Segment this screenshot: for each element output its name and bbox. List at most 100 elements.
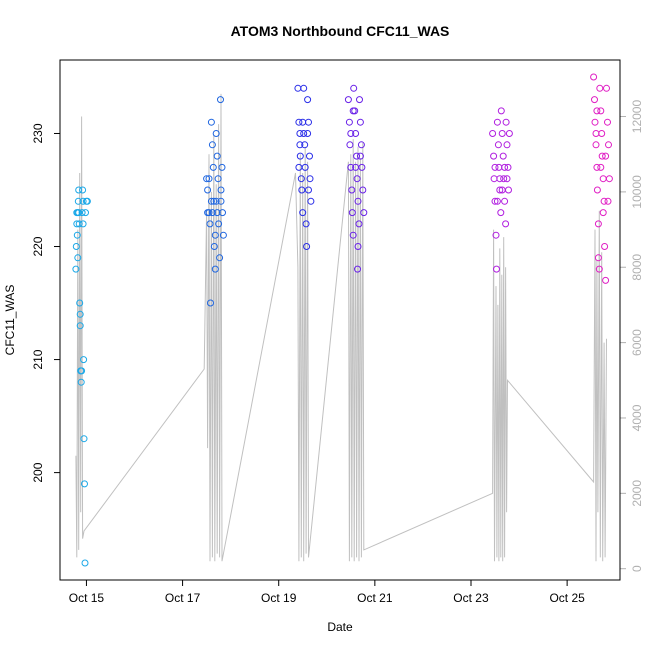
x-tick-label: Oct 15 <box>69 591 105 605</box>
data-point <box>295 118 303 126</box>
data-point <box>604 118 611 126</box>
data-point <box>204 186 212 194</box>
data-point <box>219 231 227 239</box>
data-point <box>353 152 361 160</box>
altitude-line <box>75 93 607 562</box>
y-tick-label: 230 <box>31 123 45 143</box>
data-point <box>503 175 511 183</box>
data-point <box>356 96 363 104</box>
data-point <box>349 231 357 239</box>
altitude-line-layer <box>75 93 607 562</box>
data-point <box>492 231 500 239</box>
chart-title: ATOM3 Northbound CFC11_WAS <box>231 23 450 39</box>
data-point <box>354 265 361 273</box>
data-point <box>207 299 214 307</box>
data-point <box>307 197 315 205</box>
data-point <box>79 197 87 205</box>
data-point <box>355 220 363 228</box>
data-point <box>348 209 356 217</box>
data-point <box>73 231 81 239</box>
data-point <box>594 254 602 262</box>
data-point <box>600 197 608 205</box>
data-point <box>501 163 509 171</box>
data-point <box>489 130 497 137</box>
data-point <box>74 209 82 217</box>
data-point <box>491 163 499 171</box>
data-point <box>602 276 610 284</box>
data-point <box>353 175 361 183</box>
data-point <box>83 197 91 205</box>
data-point <box>81 480 88 488</box>
data-point <box>74 197 82 205</box>
data-point <box>605 141 612 149</box>
data-point <box>502 118 510 126</box>
x-tick-label: Oct 21 <box>357 591 393 605</box>
data-point <box>346 141 354 149</box>
data-point <box>599 209 607 217</box>
y2-tick-label: 4000 <box>630 404 644 431</box>
data-point <box>303 243 311 250</box>
data-point <box>498 130 506 137</box>
data-point <box>592 141 600 149</box>
x-axis-label: Date <box>327 620 353 634</box>
data-point <box>591 96 598 104</box>
data-point <box>493 265 500 273</box>
data-point <box>218 163 226 171</box>
y2-tick-label: 6000 <box>630 329 644 356</box>
data-point <box>297 175 305 183</box>
data-point <box>207 118 215 126</box>
data-point <box>605 175 613 183</box>
data-point <box>493 118 501 126</box>
data-point <box>77 378 85 386</box>
data-point <box>348 186 356 194</box>
x-tick-label: Oct 17 <box>165 591 201 605</box>
data-point <box>203 175 211 183</box>
data-point <box>72 243 80 250</box>
data-point <box>75 186 83 194</box>
data-point <box>602 152 610 160</box>
data-point <box>219 209 226 217</box>
data-point <box>301 141 309 149</box>
data-point <box>205 175 213 183</box>
data-point <box>503 141 511 149</box>
data-point <box>74 254 82 262</box>
data-point <box>76 299 84 307</box>
data-point <box>76 322 84 330</box>
data-point <box>497 107 505 115</box>
data-point <box>214 175 222 183</box>
data-point <box>359 186 367 194</box>
data-point <box>593 186 601 194</box>
data-point <box>78 209 86 217</box>
data-point <box>296 130 304 137</box>
y-tick-label: 220 <box>31 236 45 256</box>
data-point <box>344 96 352 104</box>
data-point <box>300 130 308 137</box>
data-points-layer <box>72 73 613 567</box>
data-point <box>213 209 221 217</box>
data-point <box>210 197 218 205</box>
data-point <box>80 435 88 443</box>
data-point <box>211 265 219 273</box>
data-point <box>494 141 502 149</box>
data-point <box>72 265 80 273</box>
data-point <box>596 84 604 92</box>
data-point <box>296 141 304 149</box>
data-point <box>210 243 218 250</box>
data-point <box>305 118 312 126</box>
data-point <box>590 73 598 81</box>
y-axis-label: CFC11_WAS <box>3 285 17 356</box>
data-point <box>215 220 223 228</box>
data-point <box>356 118 364 126</box>
x-tick-label: Oct 25 <box>549 591 585 605</box>
data-point <box>496 186 504 194</box>
data-point <box>501 197 509 205</box>
data-point <box>347 163 355 171</box>
data-point <box>592 130 600 137</box>
data-point <box>81 559 89 567</box>
data-point <box>500 175 508 183</box>
data-point <box>504 163 512 171</box>
y-tick-label: 210 <box>31 349 45 369</box>
data-point <box>347 130 355 137</box>
data-point <box>357 141 365 149</box>
